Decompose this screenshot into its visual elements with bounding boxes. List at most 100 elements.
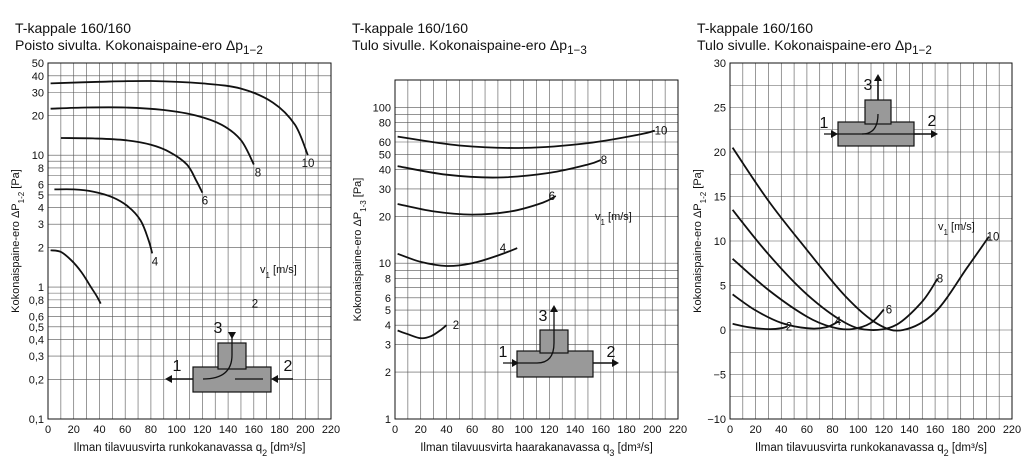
arrow-head: [931, 130, 938, 138]
x-tick-label: 0: [727, 424, 733, 436]
y-tick-label: 3: [385, 340, 391, 352]
series-label-v10: 10: [987, 232, 1000, 244]
y-tick-label: 20: [32, 110, 44, 122]
x-tick-label: 60: [466, 424, 478, 436]
x-tick-label: 180: [617, 424, 635, 436]
panel-3-subtitle: Tulo sivulle. Kokonaispaine-ero Δp1−2: [697, 37, 932, 59]
y-tick-label: 30: [32, 87, 44, 99]
x-tick-label: 120: [875, 424, 893, 436]
panel-3-subtitle-text: Tulo sivulle. Kokonaispaine-ero Δp: [697, 37, 913, 53]
x-tick-label: 220: [1003, 424, 1021, 436]
x-tick-label: 40: [775, 424, 787, 436]
x-tick-label: 100: [167, 424, 185, 436]
x-tick-label: 80: [492, 424, 504, 436]
series-line-v4: [397, 247, 518, 267]
y-tick-label: 10: [32, 150, 44, 162]
series-line-v2: [397, 324, 448, 340]
series-label-v2: 2: [786, 321, 792, 333]
series-label-v4: 4: [835, 316, 842, 328]
param-label: v1 [m/s]: [260, 264, 297, 280]
arrow-head: [165, 375, 172, 383]
param-label: v1 [m/s]: [938, 221, 975, 237]
x-tick-label: 220: [669, 424, 687, 436]
tee-main-duct: [516, 350, 594, 378]
param-label: v1 [m/s]: [595, 211, 632, 227]
y-tick-label: 5: [720, 281, 726, 293]
tee-label-2: 2: [607, 344, 616, 361]
y-tick-label: 4: [38, 203, 44, 215]
series-line-v6: [397, 195, 557, 216]
y-tick-label: 0,2: [29, 374, 44, 386]
panel-2: 0 20 40 60 80 100 120 140 160 180 200 2201234568102…: [352, 79, 687, 458]
x-tick-label: 60: [801, 424, 813, 436]
y-tick-label: −10: [707, 414, 726, 426]
series-label-v6: 6: [549, 191, 555, 203]
arrow-head: [228, 332, 236, 339]
series-label-v10: 10: [655, 126, 668, 138]
y-tick-label: 2: [38, 242, 44, 254]
y-tick-label: 8: [385, 273, 391, 285]
panel-3: 0 20 40 60 80 100 120 140 160 180 200 220−10−505101…: [692, 58, 1021, 458]
series-line-v4: [732, 293, 840, 330]
y-tick-label: 0,6: [29, 311, 44, 323]
x-tick-label: 180: [952, 424, 970, 436]
x-tick-label: 200: [643, 424, 661, 436]
panel-1-title: T-kappale 160/160: [15, 20, 131, 36]
tee-branch: [864, 99, 892, 125]
x-tick-label: 60: [119, 424, 131, 436]
tee-label-1: 1: [820, 115, 829, 132]
x-tick-label: 40: [440, 424, 452, 436]
y-tick-label: 1: [38, 282, 44, 294]
tee-label-3: 3: [214, 320, 223, 337]
panel-2-frame: [394, 79, 679, 420]
y-tick-label: 0,8: [29, 295, 44, 307]
y-tick-label: 25: [714, 103, 726, 115]
panel-1-tee-diagram: 3 1 2: [165, 320, 293, 393]
panel-1-title-block: T-kappale 160/160 Poisto sivulta. Kokona…: [15, 20, 263, 59]
panel-1-subtitle-text: Poisto sivulta. Kokonaispaine-ero Δp: [15, 37, 244, 53]
panel-2-subtitle-sub: 1−3: [567, 43, 587, 57]
y-tick-label: 40: [32, 71, 44, 83]
y-tick-label: 30: [379, 184, 391, 196]
y-axis-label: Kokonaispaine-ero ΔP1-2 [Pa]: [10, 169, 26, 313]
arrow-head: [271, 375, 278, 383]
y-tick-label: 5: [38, 190, 44, 202]
y-tick-label: 20: [379, 211, 391, 223]
y-tick-label: 0: [720, 325, 726, 337]
tee-label-1: 1: [499, 344, 508, 361]
x-tick-label: 200: [296, 424, 314, 436]
x-tick-label: 140: [900, 424, 918, 436]
x-tick-label: 160: [592, 424, 610, 436]
series-label-v8: 8: [601, 155, 607, 167]
arrow-head: [512, 359, 519, 367]
panel-3-title-block: T-kappale 160/160 Tulo sivulle. Kokonais…: [697, 20, 932, 59]
series-line-v2: [732, 322, 788, 331]
y-tick-label: 5: [385, 305, 391, 317]
y-tick-label: 0,4: [29, 335, 44, 347]
panel-3-title: T-kappale 160/160: [697, 20, 813, 36]
y-tick-label: 2: [385, 367, 391, 379]
y-tick-label: 60: [379, 137, 391, 149]
panel-2-tee-diagram: 3 1 2: [499, 305, 619, 378]
x-tick-label: 120: [540, 424, 558, 436]
series-line-v10: [731, 147, 990, 332]
tee-label-1: 1: [173, 358, 182, 375]
x-axis-label: Ilman tilavuusvirta runkokanavassa q2 [d…: [755, 442, 987, 458]
series-label-v2: 2: [453, 320, 459, 332]
panel-3-tee-diagram: 3 1 2: [820, 74, 938, 147]
y-tick-label: 6: [38, 179, 44, 191]
x-tick-label: 140: [566, 424, 584, 436]
x-tick-label: 100: [514, 424, 532, 436]
y-tick-label: −5: [713, 370, 726, 382]
x-tick-label: 140: [219, 424, 237, 436]
panel-1-frame: [47, 62, 332, 420]
x-tick-label: 0: [392, 424, 398, 436]
panel-1-subtitle-sub: 1−2: [243, 43, 263, 57]
series-label-v10: 10: [302, 158, 315, 170]
series-line-v8: [731, 209, 939, 331]
series-label-v4: 4: [152, 256, 159, 268]
y-tick-label: 10: [379, 258, 391, 270]
x-axis-label: Ilman tilavuusvirta haarakanavassa q3 [d…: [420, 442, 653, 458]
y-tick-label: 50: [379, 149, 391, 161]
x-tick-label: 20: [68, 424, 80, 436]
